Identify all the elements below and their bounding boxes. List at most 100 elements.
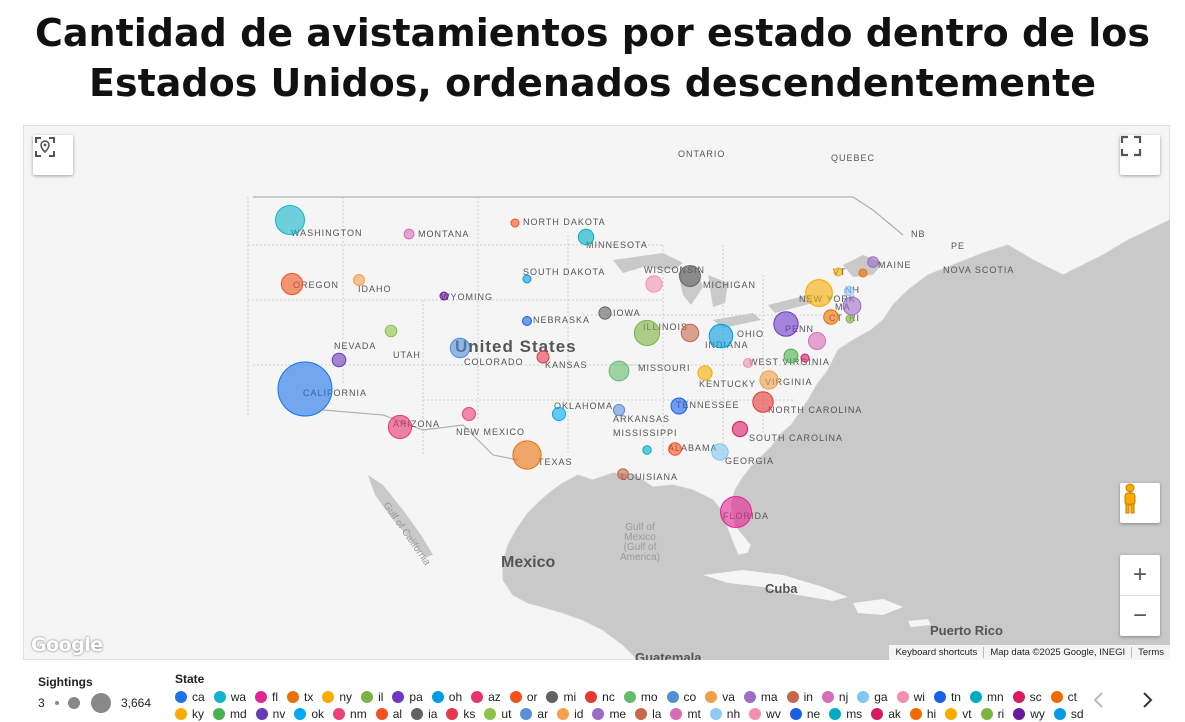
legend-item-ak[interactable]: ak	[871, 707, 901, 721]
bubble-wy[interactable]	[439, 291, 449, 301]
bubble-ct[interactable]	[823, 309, 839, 325]
bubble-va[interactable]	[759, 370, 779, 390]
bubble-nc[interactable]	[752, 391, 774, 413]
zoom-in-button[interactable]: +	[1120, 555, 1160, 596]
legend-item-vt[interactable]: vt	[945, 707, 972, 721]
legend-item-la[interactable]: la	[635, 707, 661, 721]
bubble-md[interactable]	[783, 348, 799, 364]
bubble-hi[interactable]	[858, 268, 868, 278]
legend-item-or[interactable]: or	[509, 690, 537, 704]
bubble-wa[interactable]	[275, 205, 305, 235]
legend-item-wy[interactable]: wy	[1013, 707, 1045, 721]
bubble-ut[interactable]	[384, 324, 398, 338]
legend-item-ky[interactable]: ky	[175, 707, 204, 721]
legend-item-ca[interactable]: ca	[175, 690, 205, 704]
bubble-co[interactable]	[449, 337, 471, 359]
legend-item-mn[interactable]: mn	[969, 690, 1004, 704]
bubble-mt[interactable]	[403, 228, 415, 240]
legend-item-ma[interactable]: ma	[743, 690, 778, 704]
bubble-wv[interactable]	[743, 358, 753, 368]
bubble-pa[interactable]	[773, 311, 799, 337]
google-logo[interactable]: Google	[31, 634, 103, 656]
bubble-il[interactable]	[633, 319, 661, 347]
legend-item-al[interactable]: al	[375, 707, 402, 721]
bubble-oh[interactable]	[708, 323, 734, 349]
legend-item-ks[interactable]: ks	[446, 707, 475, 721]
bubble-ca[interactable]	[277, 361, 333, 417]
bubble-ia[interactable]	[598, 306, 612, 320]
legend-item-tn[interactable]: tn	[933, 690, 961, 704]
bubble-tx[interactable]	[512, 440, 542, 470]
legend-item-oh[interactable]: oh	[431, 690, 462, 704]
legend-item-ms[interactable]: ms	[829, 707, 862, 721]
bubble-ok[interactable]	[551, 406, 567, 422]
bubble-mo[interactable]	[608, 360, 630, 382]
legend-item-ga[interactable]: ga	[857, 690, 888, 704]
bubble-me[interactable]	[867, 256, 879, 268]
legend-item-nm[interactable]: nm	[333, 707, 367, 721]
bubble-ne[interactable]	[522, 316, 532, 326]
legend-item-id[interactable]: id	[557, 707, 583, 721]
bubble-ks[interactable]	[536, 350, 550, 364]
bubble-vt[interactable]	[833, 267, 843, 277]
bubble-mi[interactable]	[679, 265, 701, 287]
legend-item-ne[interactable]: ne	[789, 707, 820, 721]
legend-prev-button[interactable]	[1092, 691, 1106, 714]
bubble-al[interactable]	[668, 442, 682, 456]
legend-item-wa[interactable]: wa	[213, 690, 246, 704]
bubble-sc[interactable]	[731, 420, 749, 438]
bubble-ky[interactable]	[697, 365, 713, 381]
legend-item-sc[interactable]: sc	[1012, 690, 1042, 704]
map[interactable]: ONTARIO QUEBEC NB PE NOVA SCOTIA WASHINGTON MO…	[23, 125, 1170, 660]
legend-item-hi[interactable]: hi	[909, 707, 936, 721]
street-view-button[interactable]	[1120, 483, 1160, 523]
terms-link[interactable]: Terms	[1131, 647, 1170, 658]
legend-item-mi[interactable]: mi	[546, 690, 576, 704]
bubble-ms[interactable]	[642, 445, 652, 455]
bubble-nm[interactable]	[462, 407, 476, 421]
legend-item-me[interactable]: me	[592, 707, 626, 721]
legend-item-wv[interactable]: wv	[749, 707, 781, 721]
my-location-button[interactable]	[33, 135, 73, 175]
bubble-or[interactable]	[280, 272, 304, 296]
legend-item-nh[interactable]: nh	[709, 707, 740, 721]
legend-item-nj[interactable]: nj	[821, 690, 848, 704]
legend-item-md[interactable]: md	[213, 707, 247, 721]
legend-item-ut[interactable]: ut	[484, 707, 511, 721]
bubble-ny[interactable]	[805, 279, 833, 307]
legend-item-ar[interactable]: ar	[520, 707, 548, 721]
legend-item-wi[interactable]: wi	[896, 690, 925, 704]
bubble-nd[interactable]	[510, 218, 520, 228]
legend-item-in[interactable]: in	[786, 690, 813, 704]
bubble-nj[interactable]	[808, 332, 826, 350]
bubble-wi[interactable]	[645, 275, 663, 293]
legend-item-ia[interactable]: ia	[411, 707, 437, 721]
legend-item-va[interactable]: va	[705, 690, 735, 704]
bubble-nv[interactable]	[331, 352, 347, 368]
legend-item-il[interactable]: il	[361, 690, 383, 704]
zoom-out-button[interactable]: −	[1132, 602, 1147, 629]
legend-next-button[interactable]	[1140, 691, 1154, 714]
legend-item-pa[interactable]: pa	[392, 690, 423, 704]
legend-item-tx[interactable]: tx	[287, 690, 313, 704]
bubble-la[interactable]	[617, 468, 629, 480]
bubble-in[interactable]	[680, 323, 700, 343]
legend-item-mt[interactable]: mt	[670, 707, 701, 721]
bubble-fl[interactable]	[720, 496, 752, 528]
legend-item-mo[interactable]: mo	[623, 690, 658, 704]
bubble-ak[interactable]	[800, 353, 810, 363]
legend-item-fl[interactable]: fl	[255, 690, 278, 704]
legend-item-sd[interactable]: sd	[1053, 707, 1084, 721]
bubble-tn[interactable]	[670, 397, 688, 415]
legend-item-ny[interactable]: ny	[322, 690, 352, 704]
legend-item-ok[interactable]: ok	[294, 707, 324, 721]
bubble-ga[interactable]	[711, 443, 729, 461]
fullscreen-button[interactable]	[1120, 135, 1160, 175]
bubble-az[interactable]	[387, 414, 413, 440]
legend-item-co[interactable]: co	[666, 690, 696, 704]
bubble-sd[interactable]	[522, 274, 532, 284]
legend-item-az[interactable]: az	[471, 690, 501, 704]
bubble-ar[interactable]	[612, 403, 626, 417]
map-canvas[interactable]: ONTARIO QUEBEC NB PE NOVA SCOTIA WASHINGTON MO…	[23, 125, 1170, 660]
bubble-ri[interactable]	[845, 314, 855, 324]
